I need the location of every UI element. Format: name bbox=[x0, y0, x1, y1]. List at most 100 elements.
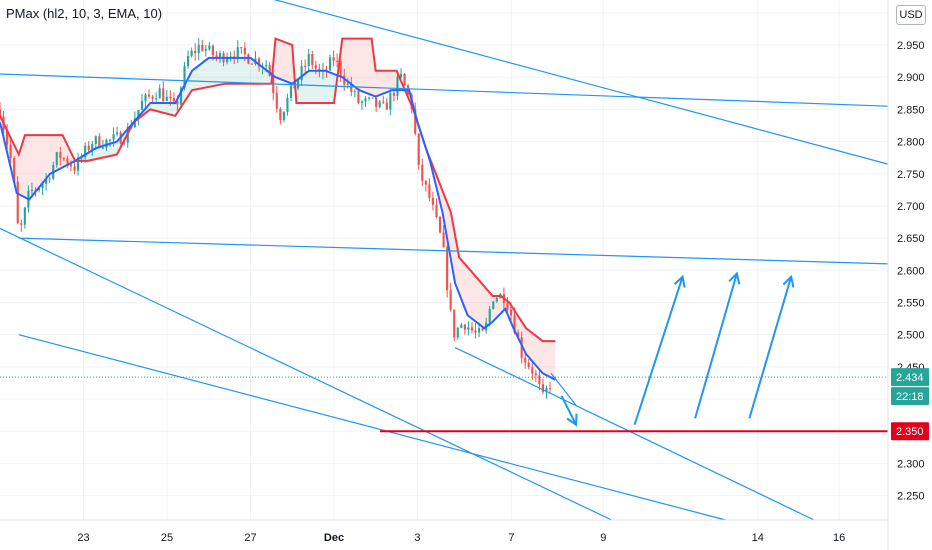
candle-body bbox=[417, 133, 420, 165]
candle-body bbox=[105, 139, 108, 148]
grid-lines bbox=[0, 0, 888, 520]
candle-body bbox=[548, 388, 552, 390]
x-tick-label: 25 bbox=[161, 532, 173, 544]
arrow-line bbox=[694, 273, 738, 419]
candle-body bbox=[211, 45, 214, 56]
candle-body bbox=[332, 57, 335, 61]
candle-body bbox=[201, 44, 204, 51]
candle-body bbox=[481, 328, 484, 331]
candle-body bbox=[76, 157, 80, 171]
candle-body bbox=[314, 65, 317, 69]
y-tick-label: 2.900 bbox=[897, 72, 925, 84]
candle-body bbox=[87, 145, 90, 150]
arrow-line bbox=[560, 395, 578, 426]
candle-body bbox=[360, 101, 364, 103]
trend-line bbox=[0, 73, 889, 107]
candle-body bbox=[289, 85, 293, 98]
trend-line bbox=[454, 346, 815, 521]
arrow-head bbox=[566, 413, 578, 427]
candle-body bbox=[506, 303, 509, 310]
candle-body bbox=[215, 55, 218, 58]
candle-body bbox=[257, 58, 261, 67]
price-tags: 2.434 22:18 2.350 bbox=[891, 368, 929, 441]
arrow-line bbox=[748, 276, 793, 419]
candle-body bbox=[147, 94, 151, 97]
candle-body bbox=[91, 143, 94, 150]
x-tick-label: 7 bbox=[508, 532, 514, 544]
candle-body bbox=[382, 101, 385, 103]
candle-body bbox=[279, 108, 282, 120]
candle-body bbox=[66, 158, 69, 165]
pmax-fill-segment bbox=[427, 153, 556, 380]
candle-body bbox=[6, 129, 9, 145]
x-tick-label: 14 bbox=[752, 532, 764, 544]
y-tick-label: 2.700 bbox=[897, 201, 925, 213]
candle-body bbox=[151, 96, 154, 99]
candle-body bbox=[155, 98, 158, 100]
candle-body bbox=[428, 184, 431, 198]
candle-body bbox=[300, 65, 303, 81]
candle-body bbox=[524, 357, 527, 363]
pmax-fill-segment bbox=[296, 70, 339, 103]
candle-body bbox=[133, 118, 136, 128]
candle-body bbox=[474, 330, 477, 333]
candle-body bbox=[13, 158, 16, 182]
trend-line-drawings[interactable] bbox=[0, 0, 889, 521]
currency-button[interactable]: USD bbox=[896, 5, 926, 25]
candle-body bbox=[144, 94, 147, 102]
candle-body bbox=[55, 152, 58, 166]
candle-body bbox=[226, 58, 229, 63]
candle-body bbox=[190, 50, 193, 56]
trend-line bbox=[0, 227, 612, 521]
trend-line bbox=[550, 372, 577, 406]
support-price-value: 2.350 bbox=[896, 426, 924, 438]
candle-body bbox=[94, 136, 97, 144]
indicator-legend[interactable]: PMax (hl2, 10, 3, EMA, 10) bbox=[6, 6, 163, 21]
candle-body bbox=[218, 53, 222, 58]
candle-body bbox=[520, 337, 523, 358]
candle-body bbox=[509, 309, 513, 316]
trend-line bbox=[18, 237, 889, 265]
pmax-fill-segment bbox=[0, 115, 76, 200]
candle-body bbox=[45, 178, 48, 184]
candle-body bbox=[108, 139, 112, 141]
candle-body bbox=[350, 83, 353, 92]
candle-body bbox=[541, 384, 545, 392]
candle-body bbox=[414, 108, 417, 134]
candle-body bbox=[183, 66, 186, 88]
candle-body bbox=[243, 47, 246, 55]
candle-body bbox=[375, 97, 378, 107]
candle-body bbox=[353, 91, 356, 93]
candle-body bbox=[98, 136, 101, 148]
last-price-tag bbox=[891, 368, 929, 387]
candle-body bbox=[492, 301, 495, 309]
candle-body bbox=[275, 93, 278, 109]
candle-body bbox=[446, 247, 449, 291]
candle-body bbox=[116, 132, 119, 135]
candle-body bbox=[48, 178, 51, 180]
candle-body bbox=[197, 44, 200, 54]
candle-body bbox=[431, 197, 435, 205]
x-tick-label: 27 bbox=[244, 532, 256, 544]
candle-body bbox=[297, 80, 300, 89]
candle-body bbox=[272, 76, 275, 94]
candle-body bbox=[392, 92, 395, 96]
last-price-value: 2.434 bbox=[896, 372, 924, 384]
candle-body bbox=[343, 75, 346, 85]
candle-body bbox=[240, 47, 243, 49]
candle-body bbox=[9, 144, 12, 159]
candle-body bbox=[531, 367, 534, 374]
arrow-head bbox=[673, 274, 686, 288]
arrow-head bbox=[782, 274, 795, 288]
candle-body bbox=[488, 308, 491, 323]
candle-body bbox=[385, 102, 388, 110]
trend-line bbox=[273, 0, 889, 165]
y-tick-label: 2.650 bbox=[897, 233, 925, 245]
candle-body bbox=[73, 166, 76, 171]
candle-body bbox=[357, 91, 360, 103]
x-tick-label: 23 bbox=[77, 532, 89, 544]
candle-body bbox=[438, 217, 442, 233]
candle-body bbox=[325, 69, 328, 71]
countdown-value: 22:18 bbox=[896, 391, 924, 403]
